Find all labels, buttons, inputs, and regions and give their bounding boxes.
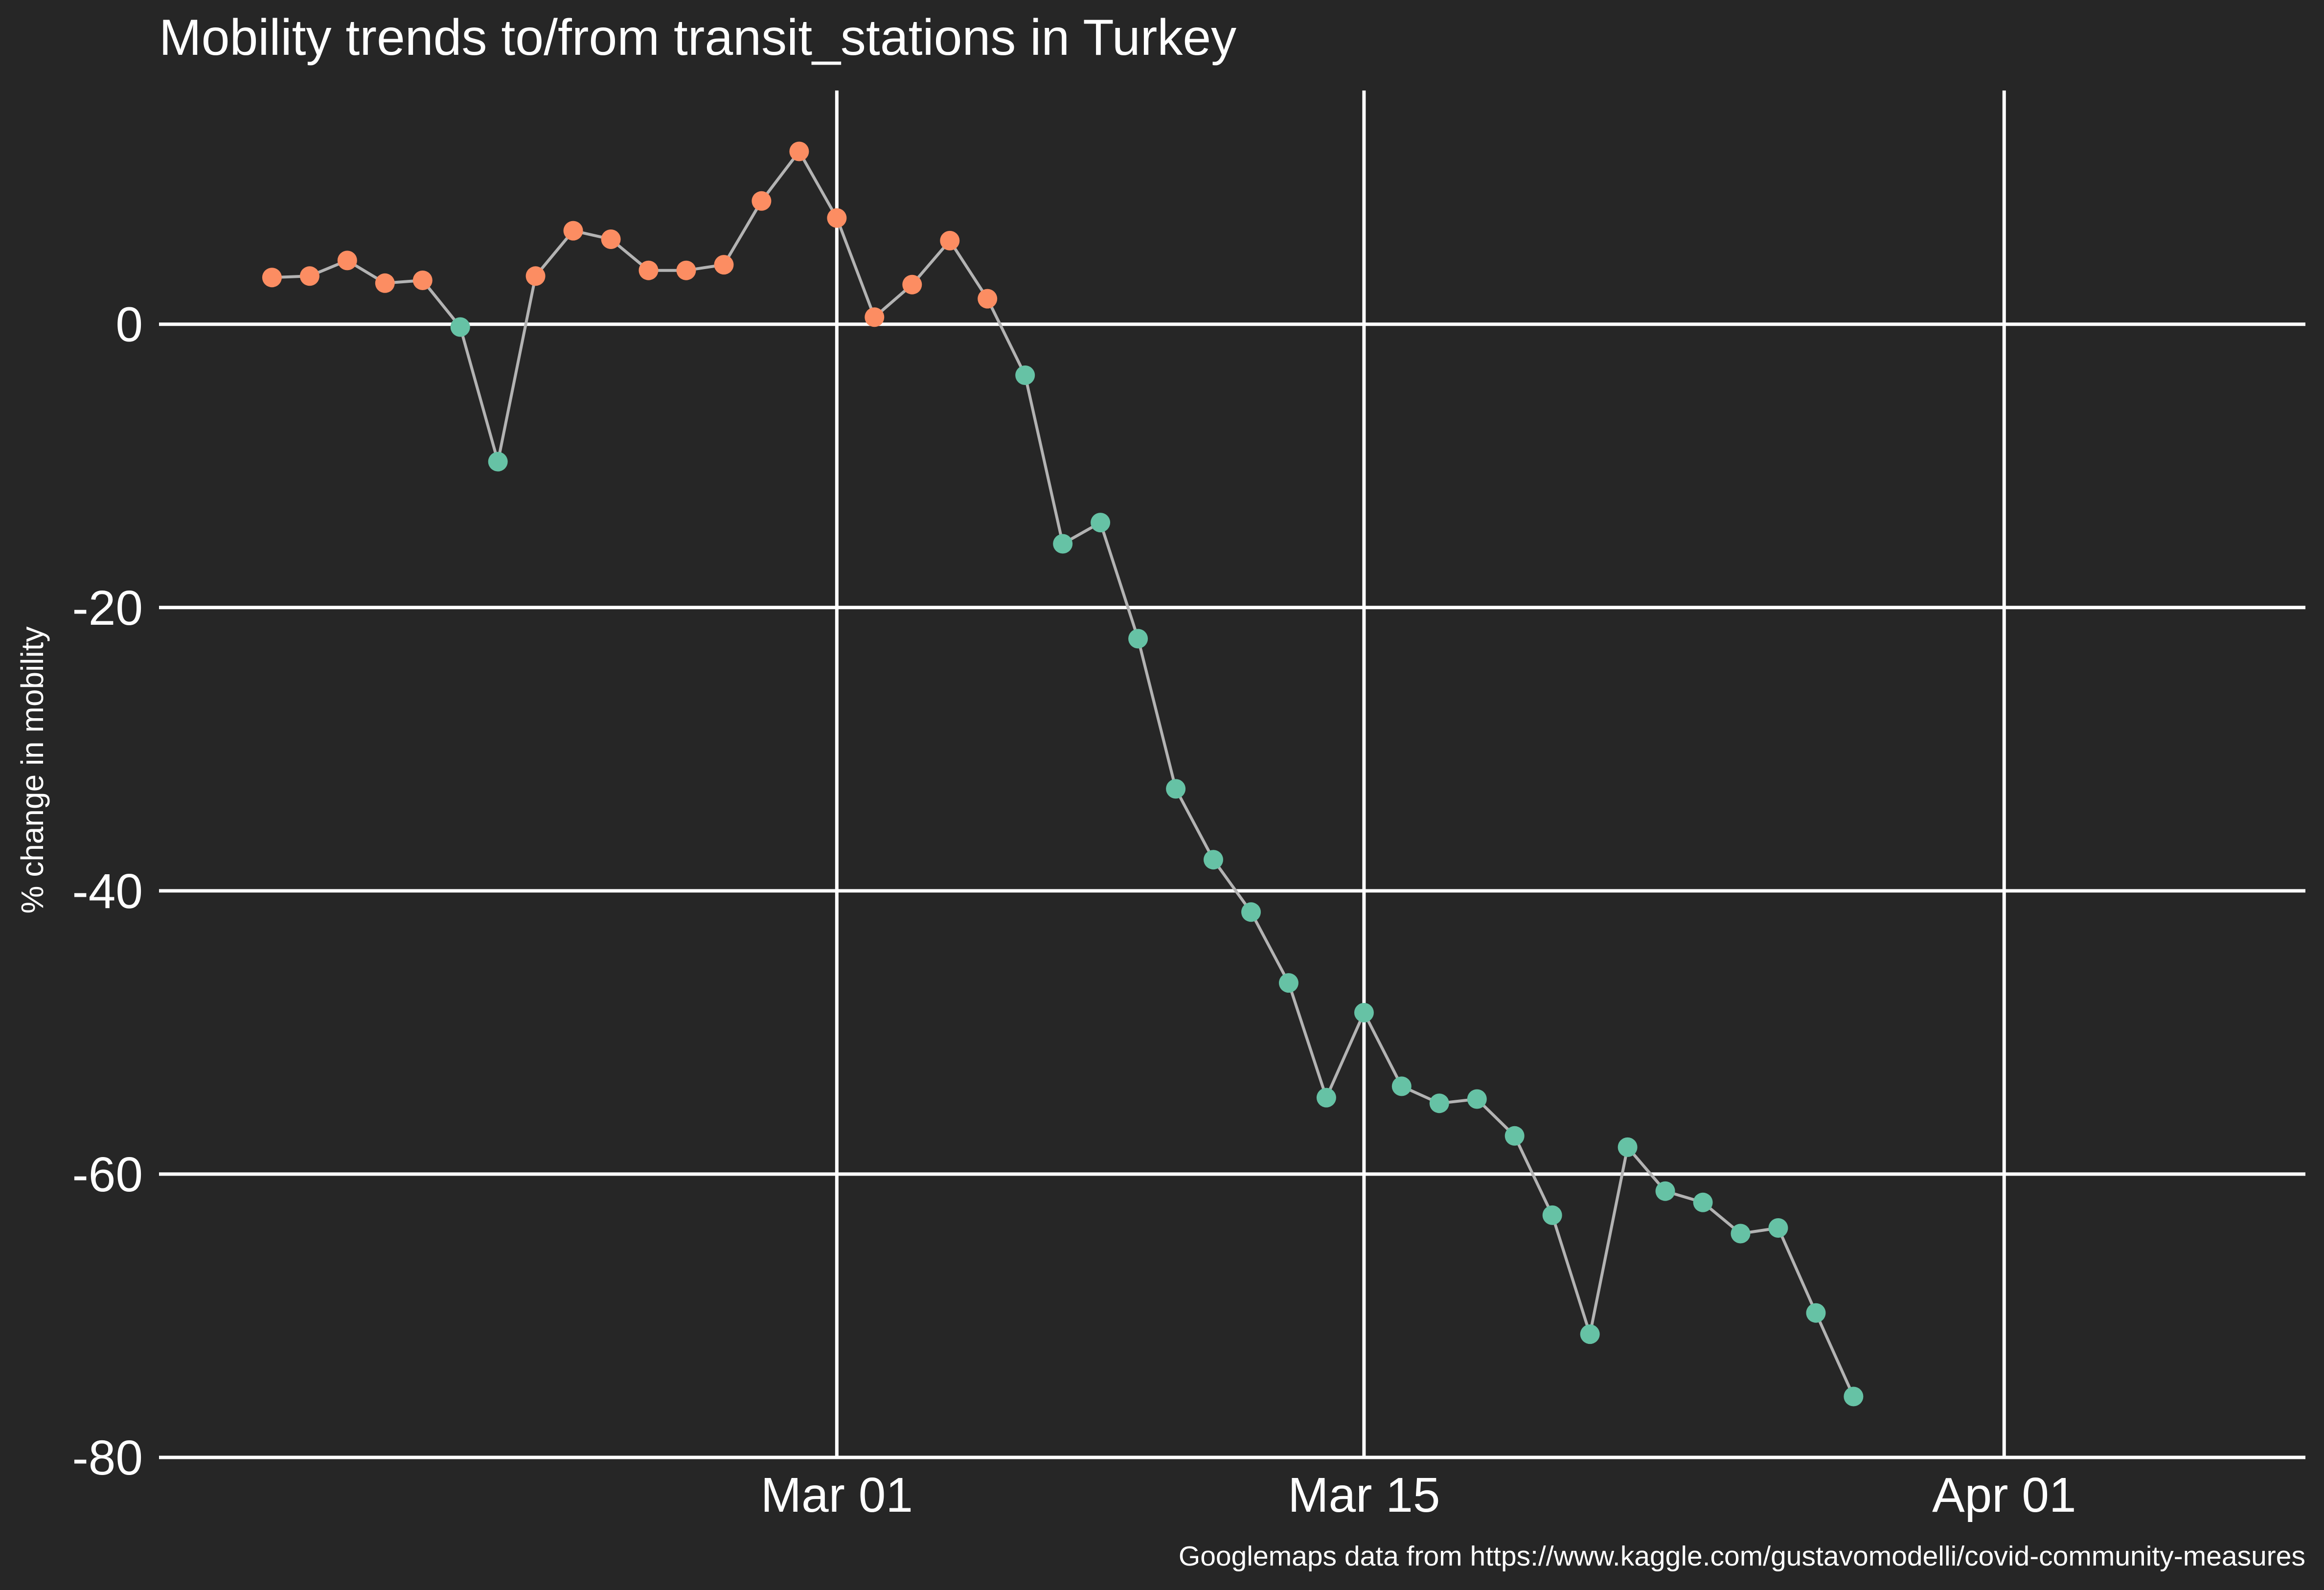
- data-point: [940, 230, 960, 250]
- data-point: [1693, 1192, 1713, 1212]
- data-point: [1316, 1088, 1336, 1108]
- y-tick-label: -40: [72, 864, 143, 919]
- x-tick-label: Mar 01: [761, 1468, 913, 1522]
- y-tick-label: -20: [72, 581, 143, 636]
- data-point: [902, 274, 922, 295]
- data-point: [1542, 1205, 1562, 1225]
- data-point: [1429, 1093, 1449, 1113]
- data-point: [865, 307, 885, 327]
- data-point: [1580, 1324, 1600, 1344]
- data-point: [827, 208, 847, 228]
- data-point: [1204, 850, 1223, 870]
- chart-caption: Googlemaps data from https://www.kaggle.…: [1179, 1541, 2305, 1572]
- data-point: [978, 289, 998, 309]
- data-point: [1844, 1386, 1864, 1407]
- data-points: [262, 141, 1864, 1407]
- y-tick-label: -60: [72, 1147, 143, 1202]
- data-point: [1053, 534, 1073, 554]
- y-axis-label: % change in mobility: [15, 627, 50, 914]
- data-point: [638, 260, 659, 280]
- data-point: [1467, 1089, 1487, 1109]
- gridlines: [159, 91, 2305, 1459]
- data-point: [1091, 513, 1111, 533]
- data-point: [412, 271, 433, 290]
- data-point: [525, 266, 546, 286]
- data-point: [450, 317, 470, 337]
- chart-title: Mobility trends to/from transit_stations…: [159, 9, 1236, 66]
- data-point: [714, 255, 734, 275]
- y-tick-labels: 0 -20 -40 -60 -80: [72, 297, 143, 1485]
- data-point: [488, 452, 508, 472]
- data-point: [262, 268, 282, 288]
- data-point: [1768, 1218, 1788, 1238]
- data-point: [1504, 1126, 1525, 1146]
- x-tick-label: Apr 01: [1932, 1468, 2076, 1522]
- data-point: [1655, 1181, 1675, 1201]
- data-point: [601, 229, 621, 249]
- data-point: [676, 260, 696, 280]
- data-point: [1391, 1076, 1412, 1096]
- y-tick-label: 0: [115, 297, 143, 352]
- data-point: [299, 266, 319, 286]
- data-point: [1241, 902, 1261, 922]
- data-point: [1015, 365, 1035, 385]
- data-point: [1806, 1303, 1826, 1323]
- data-point: [789, 141, 809, 161]
- data-point: [1166, 779, 1186, 799]
- data-point: [752, 191, 772, 211]
- data-point: [1354, 1002, 1374, 1022]
- y-tick-label: -80: [72, 1431, 143, 1485]
- x-tick-labels: Mar 01 Mar 15 Apr 01: [761, 1468, 2076, 1522]
- data-point: [337, 250, 357, 271]
- data-point: [563, 221, 583, 241]
- data-point: [1278, 973, 1299, 993]
- x-tick-label: Mar 15: [1288, 1468, 1440, 1522]
- data-point: [1618, 1137, 1638, 1157]
- data-point: [1128, 629, 1148, 649]
- data-point: [375, 273, 395, 293]
- data-point: [1731, 1224, 1751, 1244]
